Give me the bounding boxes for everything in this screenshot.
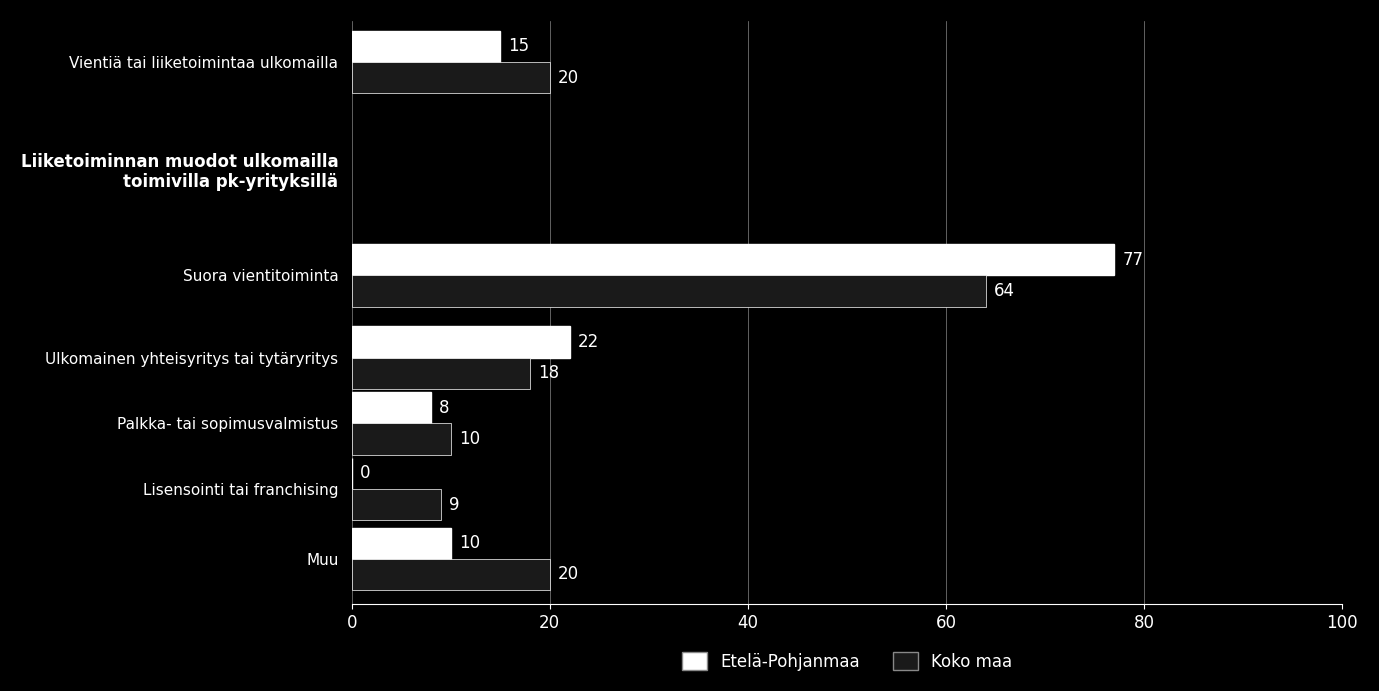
Text: 77: 77 <box>1123 251 1143 269</box>
Bar <box>352 358 530 389</box>
Text: 22: 22 <box>578 333 598 351</box>
Legend: Etelä-Pohjanmaa, Koko maa: Etelä-Pohjanmaa, Koko maa <box>674 646 1019 677</box>
Bar <box>352 392 430 424</box>
Text: 20: 20 <box>557 565 579 583</box>
Bar <box>352 326 570 358</box>
Bar <box>352 30 501 62</box>
Text: 9: 9 <box>448 495 459 513</box>
Text: 10: 10 <box>459 430 480 448</box>
Bar <box>352 62 550 93</box>
Text: 20: 20 <box>557 68 579 86</box>
Text: 18: 18 <box>538 364 558 382</box>
Bar <box>352 276 986 307</box>
Text: 10: 10 <box>459 534 480 552</box>
Bar <box>352 528 451 559</box>
Text: 0: 0 <box>360 464 370 482</box>
Text: 15: 15 <box>509 37 530 55</box>
Bar <box>352 424 451 455</box>
Text: 64: 64 <box>994 282 1015 300</box>
Bar <box>352 244 1114 276</box>
Text: 8: 8 <box>439 399 450 417</box>
Bar <box>352 559 550 590</box>
Bar <box>352 489 441 520</box>
